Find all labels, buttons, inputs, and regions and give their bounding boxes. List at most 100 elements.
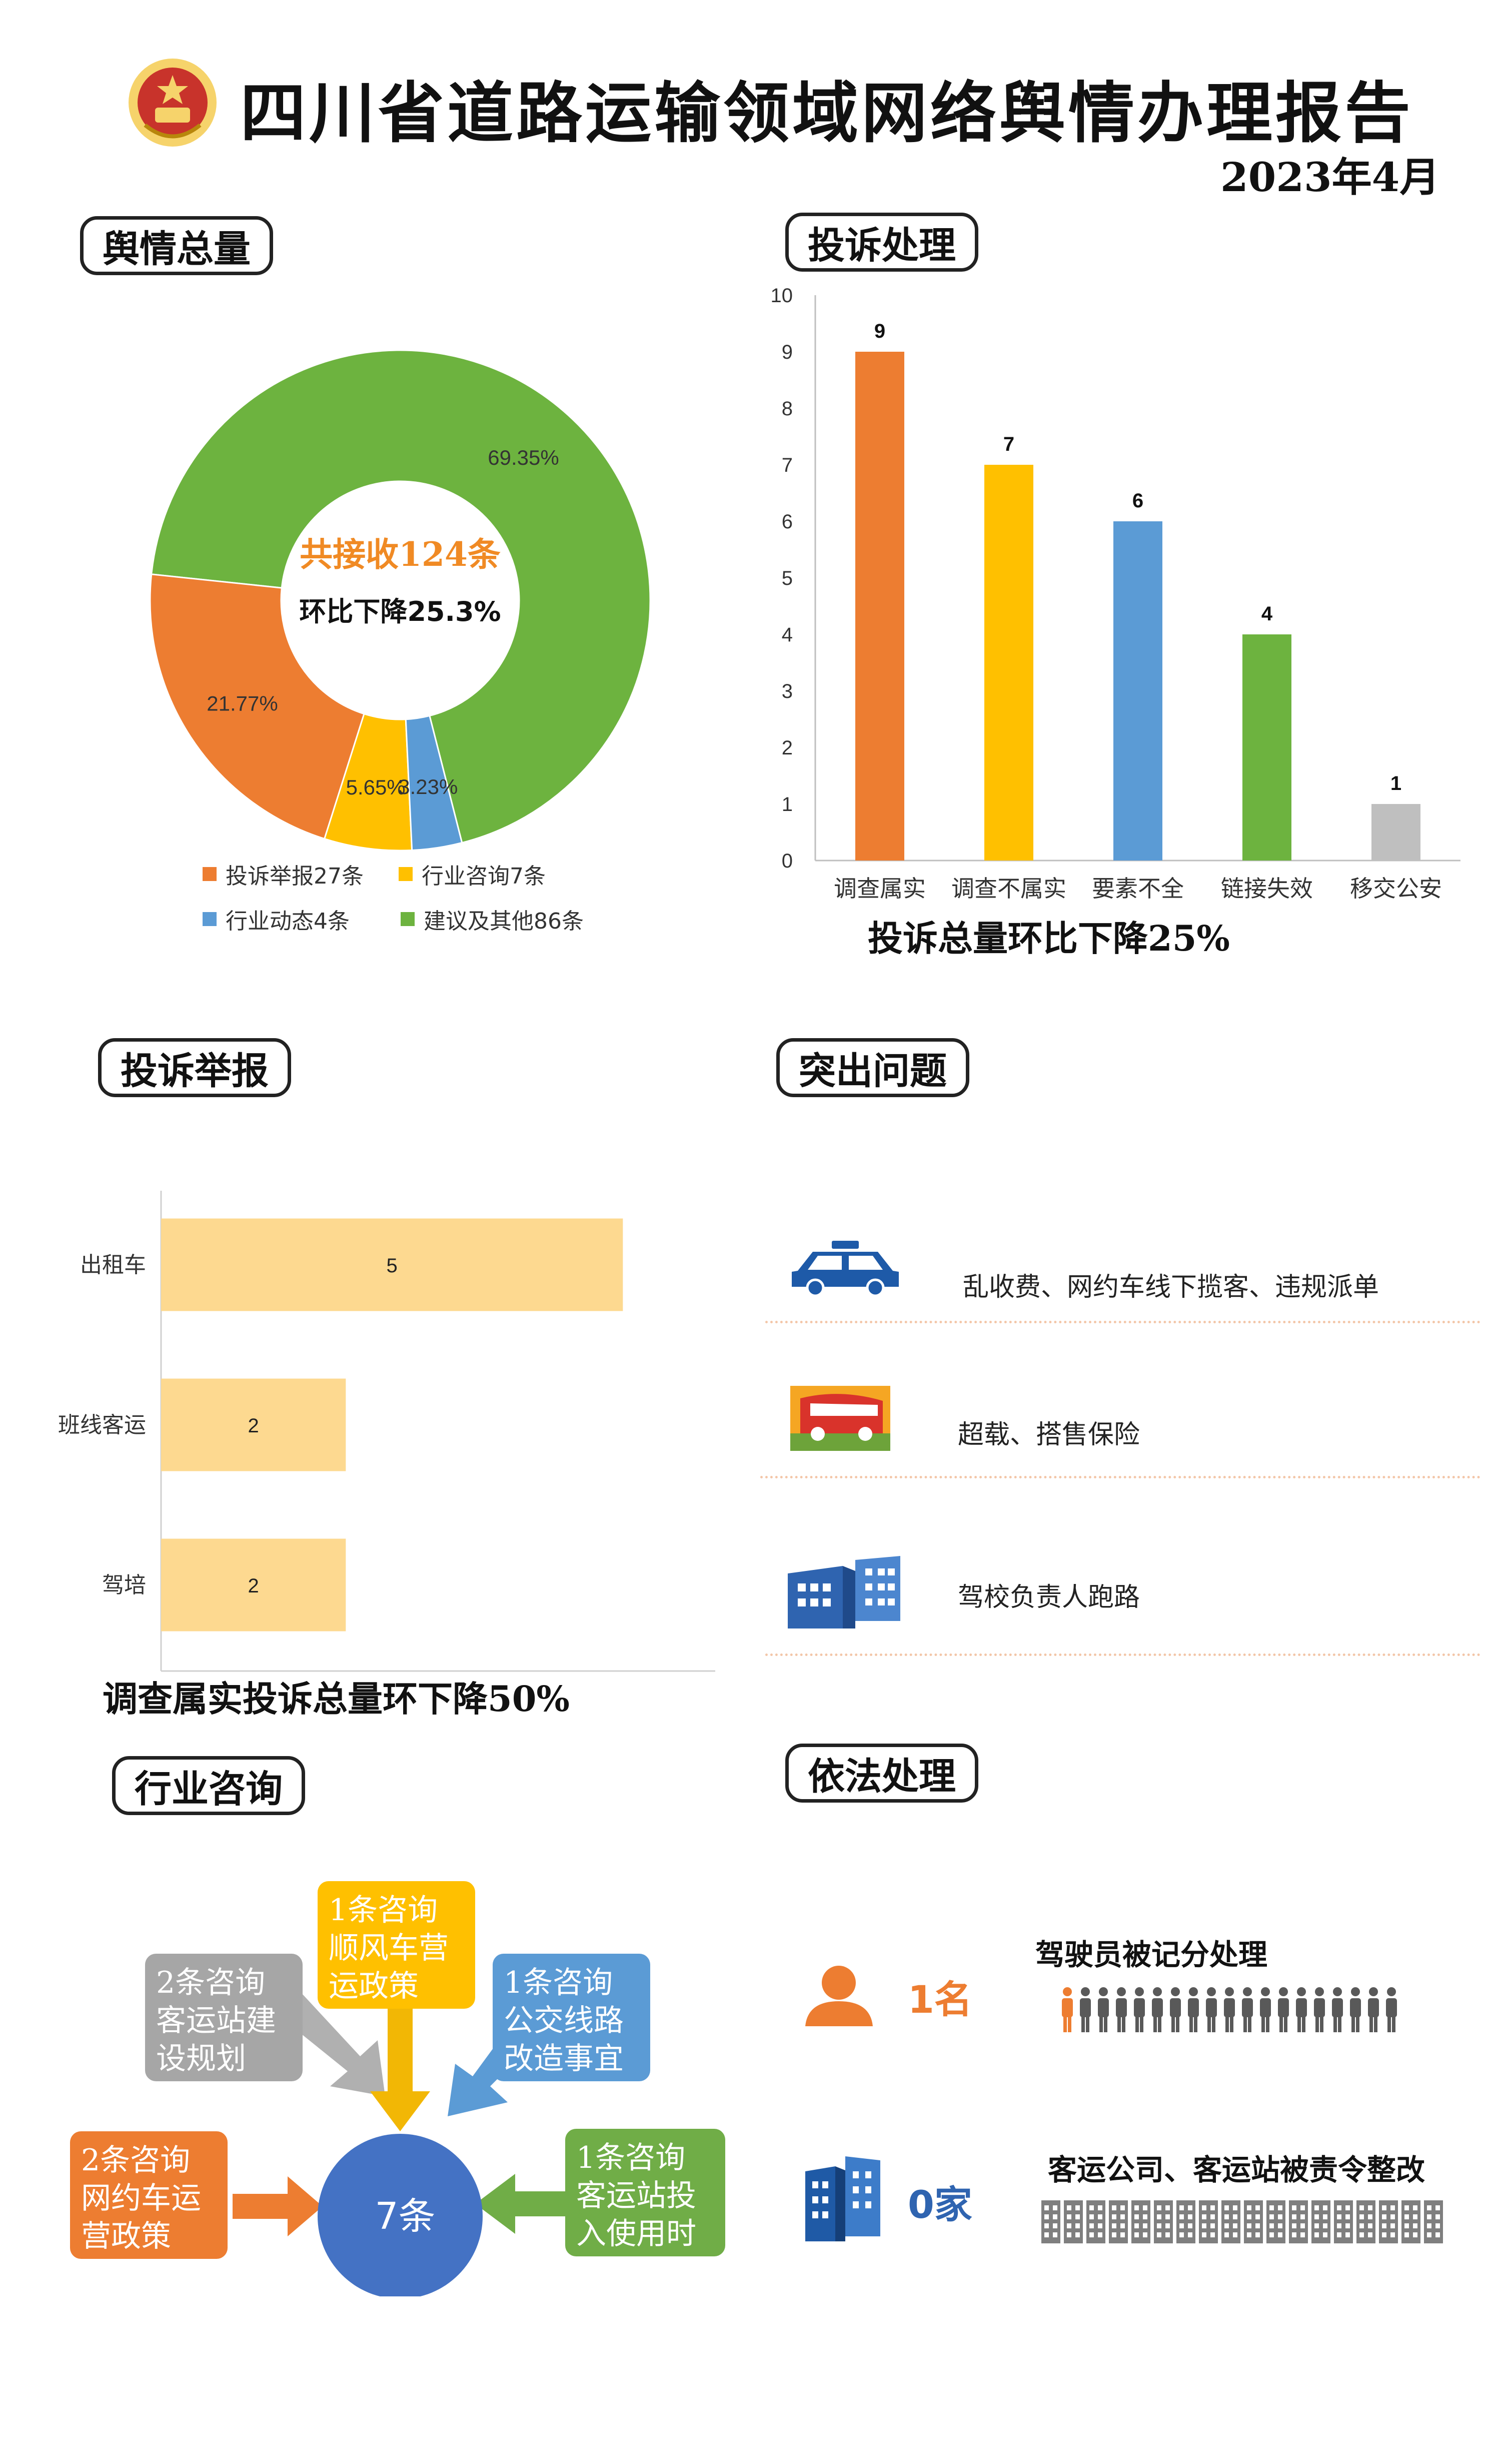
arrow-down: [370, 2001, 430, 2131]
person-icon: [803, 1964, 875, 2028]
person-figure-icon: [1134, 1987, 1145, 2032]
company-building-small-icon: [1356, 2200, 1375, 2243]
consult-callout-ridehail: 2条咨询网约车运营政策: [70, 2131, 228, 2259]
person-figure-icon: [1242, 1987, 1253, 2032]
company-building-small-icon: [1154, 2200, 1173, 2243]
company-building-small-icon: [1041, 2200, 1060, 2243]
driver-text: 驾驶员被记分处理: [1035, 1938, 1268, 1972]
person-figure-icon: [1080, 1987, 1091, 2032]
donut-chart: 69.35% 21.77% 5.65%3.23%: [149, 349, 651, 852]
bar-data-label: 2: [248, 1575, 259, 1597]
y-tick-label: 班线客运: [58, 1412, 146, 1438]
donut-slice-label: 21.77%: [207, 691, 278, 715]
person-figure-icon: [1296, 1987, 1307, 2032]
bar-data-label: 5: [387, 1255, 398, 1277]
bar: [161, 1218, 623, 1311]
person-figure-icon: [1350, 1987, 1361, 2032]
x-tick-label: 链接失效: [1221, 875, 1313, 902]
section-complaint-handling-label: 投诉处理: [785, 213, 978, 272]
person-figure-icon: [1170, 1987, 1181, 2032]
consult-center-circle: [318, 2134, 483, 2296]
donut-center-change: 环比下降25.3%: [299, 596, 501, 627]
bar-data-label: 2: [248, 1415, 259, 1437]
consult-callout-station-opening: 1条咨询客运站投入使用时间: [565, 2129, 725, 2289]
company-building-small-icon: [1244, 2200, 1263, 2243]
y-tick-label: 0: [782, 850, 793, 872]
donut-slice: [149, 573, 365, 840]
person-figure-icon: [1332, 1987, 1343, 2032]
report-date: 2023年4月: [1220, 154, 1440, 201]
person-figure-icon: [1206, 1987, 1217, 2032]
x-tick-label: 要素不全: [1092, 875, 1184, 902]
company-building-small-icon: [1311, 2200, 1330, 2243]
people-row: [1062, 1987, 1397, 2032]
complaint-handling-bar-chart: 0 1 2 3 4 5 6 7 8 9 10 9 调查属实 7 调查不属实 6 要素不全 4 链接失效 1 移交公安: [771, 285, 1460, 902]
company-building-small-icon: [1064, 2200, 1083, 2243]
company-building-small-icon: [1379, 2200, 1398, 2243]
person-figure-icon: [1098, 1987, 1109, 2032]
buildings-row: [1041, 2200, 1443, 2243]
bar: [1371, 804, 1420, 861]
donut-slice-label: 69.35%: [488, 446, 559, 469]
y-tick-label: 6: [782, 511, 793, 533]
legend-item: 行业动态4条: [203, 903, 350, 935]
y-tick-label: 4: [782, 624, 793, 646]
taxi-icon: [788, 1241, 903, 1298]
x-tick-label: 调查属实: [834, 875, 926, 902]
donut-slice-label: 3.23%: [398, 775, 458, 798]
consult-callout-carpool: 1条咨询顺风车营运政策: [318, 1881, 475, 2009]
donut-slice-label: 5.65%: [346, 775, 406, 799]
company-building-small-icon: [1176, 2200, 1195, 2243]
y-tick-label: 9: [782, 341, 793, 363]
company-building-small-icon: [1109, 2200, 1128, 2243]
consult-center-label: 7条: [375, 2195, 436, 2238]
divider: [765, 1321, 1480, 1323]
company-building-small-icon: [1334, 2200, 1353, 2243]
complaint-handling-caption: 投诉总量环比下降25%: [868, 918, 1230, 959]
legend-swatch: [203, 912, 217, 926]
legend-item: 投诉举报27条: [203, 858, 364, 890]
section-legal-handling-label: 依法处理: [785, 1744, 978, 1803]
y-tick-label: 7: [782, 454, 793, 476]
problem-text-bus: 超载、搭售保险: [958, 1420, 1140, 1450]
section-total-label: 舆情总量: [80, 216, 273, 275]
arrow-right: [233, 2176, 323, 2236]
section-complaint-report-label: 投诉举报: [98, 1038, 291, 1097]
company-building-icon: [805, 2156, 880, 2243]
y-tick-label: 1: [782, 793, 793, 815]
y-tick-label: 2: [782, 737, 793, 759]
legend-swatch: [399, 867, 413, 881]
bar-data-label: 6: [1132, 490, 1143, 512]
driver-count: 1名: [908, 1977, 972, 2022]
person-figure-icon: [1386, 1987, 1397, 2032]
section-industry-consult-label: 行业咨询: [112, 1756, 305, 1815]
company-building-small-icon: [1401, 2200, 1420, 2243]
bus-icon: [790, 1386, 890, 1453]
legend-swatch: [203, 867, 217, 881]
bar-data-label: 1: [1390, 772, 1401, 794]
person-figure-icon: [1116, 1987, 1127, 2032]
company-building-small-icon: [1266, 2200, 1285, 2243]
divider: [765, 1654, 1480, 1656]
person-figure-icon: [1224, 1987, 1235, 2032]
y-tick-label: 8: [782, 398, 793, 420]
company-building-small-icon: [1424, 2200, 1443, 2243]
problem-text-taxi: 乱收费、网约车线下揽客、违规派单: [963, 1272, 1379, 1302]
company-building-small-icon: [1131, 2200, 1150, 2243]
bar: [161, 1538, 346, 1631]
consult-callout-station-planning: 2条咨询客运站建设规划: [145, 1954, 303, 2081]
x-tick-label: 移交公安: [1350, 875, 1442, 902]
bar: [1242, 634, 1291, 861]
y-tick-label: 10: [771, 285, 793, 307]
person-figure-icon: [1278, 1987, 1289, 2032]
bar: [984, 465, 1033, 861]
national-emblem-icon: [125, 55, 220, 150]
donut-legend: 投诉举报27条 行业咨询7条 行业动态4条 建议及其他86条: [203, 858, 653, 935]
company-building-small-icon: [1086, 2200, 1105, 2243]
bar-data-label: 7: [1003, 433, 1014, 455]
company-building-small-icon: [1221, 2200, 1240, 2243]
bar: [855, 352, 904, 861]
y-tick-label: 5: [782, 567, 793, 589]
donut-slice: [405, 714, 463, 852]
person-figure-icon: [1152, 1987, 1163, 2032]
